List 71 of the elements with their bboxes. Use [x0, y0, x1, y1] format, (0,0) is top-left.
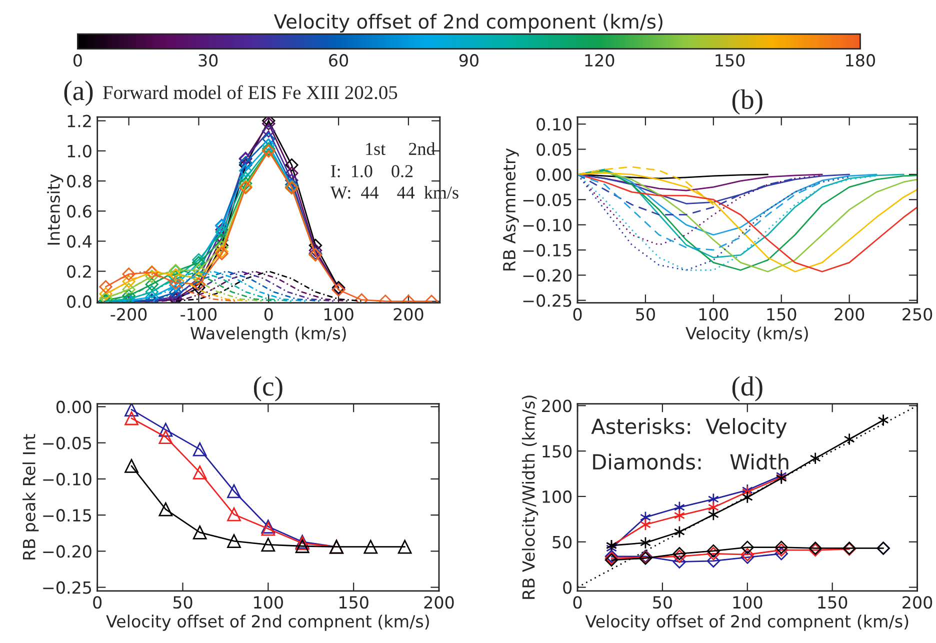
- color-bar-label: 180: [846, 54, 875, 67]
- x-tick-label: 100: [699, 308, 728, 321]
- x-tick-label: 150: [340, 596, 368, 609]
- x-tick-label: 0: [573, 596, 582, 609]
- y-tick-label: −0.15: [43, 509, 92, 522]
- annotation: I: 1.0 0.2: [330, 165, 413, 178]
- x-axis-title: Velocity (km/s): [686, 326, 808, 343]
- y-axis-title: RB Velocity/Width (km/s): [522, 396, 538, 599]
- color-bar-title: Velocity offset of 2nd component (km/s): [274, 14, 662, 33]
- x-tick-label: 200: [394, 308, 424, 321]
- x-tick-label: 0: [264, 308, 273, 321]
- color-bar-label: 150: [716, 54, 745, 67]
- x-axis-title: Velocity offset of 2nd compnent (km/s): [585, 614, 908, 631]
- x-tick-label: 50: [636, 308, 655, 321]
- x-axis-title: Wavelength (km/s): [190, 326, 346, 343]
- y-tick-label: −0.20: [523, 269, 572, 282]
- y-tick-label: 50: [552, 536, 572, 548]
- y-tick-label: −0.15: [523, 244, 572, 257]
- y-tick-label: 0.4: [67, 235, 92, 248]
- y-tick-label: −0.10: [523, 218, 572, 232]
- x-tick-label: 150: [767, 308, 796, 321]
- y-axis-title: RB peak Rel Int: [22, 434, 39, 560]
- y-tick-label: 0.2: [67, 265, 91, 278]
- annotation: Asterisks: Velocity: [591, 418, 787, 438]
- y-tick-label: −0.10: [43, 472, 92, 486]
- x-tick-label: 200: [834, 308, 864, 321]
- y-axis-title: Intensity: [47, 174, 64, 245]
- y-tick-label: 0.8: [67, 174, 92, 188]
- y-tick-label: 0.0: [67, 295, 92, 308]
- annotation: 1st 2nd: [366, 142, 436, 155]
- y-tick-label: 0: [563, 581, 572, 594]
- x-tick-label: 100: [324, 308, 354, 321]
- y-tick-label: 1.0: [68, 144, 92, 158]
- color-bar-label: 60: [329, 54, 348, 67]
- x-tick-label: 50: [653, 596, 672, 609]
- x-tick-label: 100: [733, 596, 762, 609]
- chart-title: (d): [732, 376, 762, 402]
- x-tick-label: 250: [902, 308, 932, 321]
- chart-title: (b): [732, 89, 762, 115]
- y-tick-label: −0.25: [43, 581, 92, 594]
- x-tick-label: -100: [180, 308, 217, 321]
- x-tick-label: 100: [254, 596, 283, 609]
- x-tick-label: 0: [93, 596, 102, 609]
- y-tick-label: 1.2: [68, 114, 91, 128]
- color-bar-label: 90: [459, 54, 478, 67]
- y-tick-label: −0.05: [43, 436, 92, 450]
- y-tick-label: −0.20: [43, 545, 92, 558]
- chart-title: (c): [254, 376, 282, 402]
- y-tick-label: −0.25: [523, 294, 572, 307]
- y-tick-label: 0.00: [56, 400, 92, 414]
- x-tick-label: 0: [573, 308, 582, 321]
- annotation: Diamonds: Width: [593, 454, 788, 470]
- y-tick-label: 0.6: [67, 205, 92, 218]
- y-tick-label: 200: [542, 400, 572, 412]
- y-tick-label: 0.00: [536, 168, 572, 182]
- color-bar-label: 120: [585, 54, 614, 67]
- y-axis-title: RB Asymmetry: [503, 148, 519, 270]
- color-bar-label: 30: [198, 54, 218, 67]
- x-axis-title: Velocity offset of 2nd compnent (km/s): [106, 614, 429, 631]
- y-tick-label: 0.05: [536, 143, 572, 156]
- x-tick-label: 50: [173, 596, 192, 609]
- x-tick-label: -200: [110, 308, 147, 321]
- x-tick-label: 150: [818, 596, 848, 609]
- chart-title: (a): [64, 80, 93, 106]
- x-tick-label: 200: [902, 596, 932, 609]
- chart-subtitle: Forward model of EIS Fe XIII 202.05: [103, 85, 398, 100]
- y-tick-label: −0.05: [523, 194, 572, 206]
- y-tick-label: 100: [542, 490, 572, 504]
- x-tick-label: 200: [424, 596, 454, 609]
- y-tick-label: 0.10: [536, 118, 572, 131]
- y-tick-label: 150: [542, 445, 572, 458]
